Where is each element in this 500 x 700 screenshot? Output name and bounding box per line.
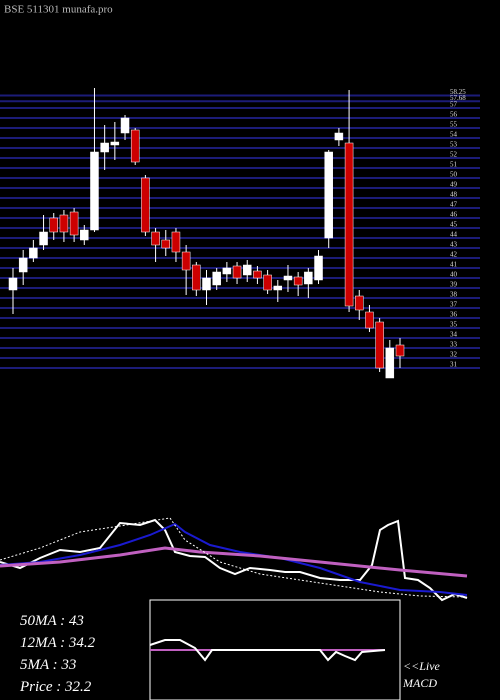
stat-text: 12MA : 34.2 [20,635,96,651]
y-tick-label: 32 [450,351,458,359]
candle-body [253,270,262,279]
indicator-line [0,522,468,596]
indicator-line [149,639,386,662]
candle-body [273,285,283,291]
candle-body [110,141,120,146]
candle-body [192,264,201,291]
y-tick-label: 31 [450,361,458,369]
y-tick-label: 35 [450,321,458,329]
stat-separator: : [56,613,69,629]
stat-text: 50MA : 43 [20,613,84,629]
candle-body [344,142,354,307]
y-tick-label: 58.25 [450,88,466,96]
candle-body [171,231,181,253]
candle-body [395,344,405,357]
candle-body [314,255,323,281]
stat-text: 5MA : 33 [20,657,76,673]
candle-body [212,271,221,286]
candle-body [90,151,99,231]
stat-value: 43 [69,613,84,629]
candle-body [161,239,171,249]
y-tick-label: 42 [450,251,458,259]
y-tick-label: 56 [450,111,458,119]
y-tick-label: 53 [450,141,458,149]
stat-label: Price [19,679,53,695]
candle-body [29,247,38,259]
stat-text: Price : 32.2 [19,679,92,695]
candle-body [130,129,140,163]
y-tick-label: 57.68 [450,94,466,102]
y-tick-label: 41 [450,261,458,269]
y-tick-label: 33 [450,341,458,349]
candle-body [141,177,150,233]
candle-body [263,274,272,291]
stat-value: 34.2 [68,635,96,651]
y-tick-label: 38 [450,291,458,299]
y-tick-label: 43 [450,241,458,249]
candle-body [151,231,160,246]
y-tick-label: 47 [450,201,458,209]
candle-body [293,276,303,286]
y-tick-label: 37 [450,301,458,309]
macd-annotation: MACD [402,676,437,690]
y-tick-label: 49 [450,181,458,189]
candle-body [80,229,89,241]
macd-annotation: <<Live [403,659,441,673]
stat-separator: : [56,635,69,651]
y-tick-label: 40 [450,271,458,279]
candle-body [304,271,313,285]
y-tick-label: 52 [450,151,458,159]
candle-body [365,311,374,329]
y-tick-label: 45 [450,221,458,229]
candle-body [181,251,191,271]
candle-body [202,277,211,291]
candle-body [334,132,344,141]
candle-body [100,142,109,153]
indicator-line [0,518,468,602]
y-tick-label: 51 [450,161,458,169]
candle-body [355,295,364,311]
y-tick-label: 54 [450,131,458,139]
candle-body [18,257,28,273]
candle-body [39,231,48,246]
y-tick-label: 36 [450,311,458,319]
stat-label: 5MA [20,657,50,673]
candle-body [59,214,69,233]
y-tick-label: 39 [450,281,458,289]
candle-body [385,347,395,379]
indicator-line [0,517,468,598]
indicator-line [0,546,468,578]
chart-title: BSE 511301 munafa.pro [4,4,113,16]
stat-label: 12MA [20,635,57,651]
y-tick-label: 55 [450,121,458,129]
candle-body [283,275,293,281]
y-tick-label: 57 [450,101,458,109]
stat-label: 50MA [20,613,57,629]
candle-body [375,321,384,369]
stat-value: 33 [60,657,76,673]
y-tick-label: 50 [450,171,458,179]
y-tick-label: 44 [450,231,458,239]
candle-body [120,117,130,134]
stat-separator: : [52,679,65,695]
candle-body [69,211,79,236]
candle-body [49,217,58,233]
y-tick-label: 34 [450,331,458,339]
candle-body [324,151,333,239]
y-tick-label: 48 [450,191,458,199]
candle-body [222,267,232,275]
stat-value: 32.2 [64,679,92,695]
stat-separator: : [49,657,62,673]
y-tick-label: 46 [450,211,458,219]
candle-body [8,277,18,291]
candle-body [232,265,242,279]
candle-body [242,264,252,276]
